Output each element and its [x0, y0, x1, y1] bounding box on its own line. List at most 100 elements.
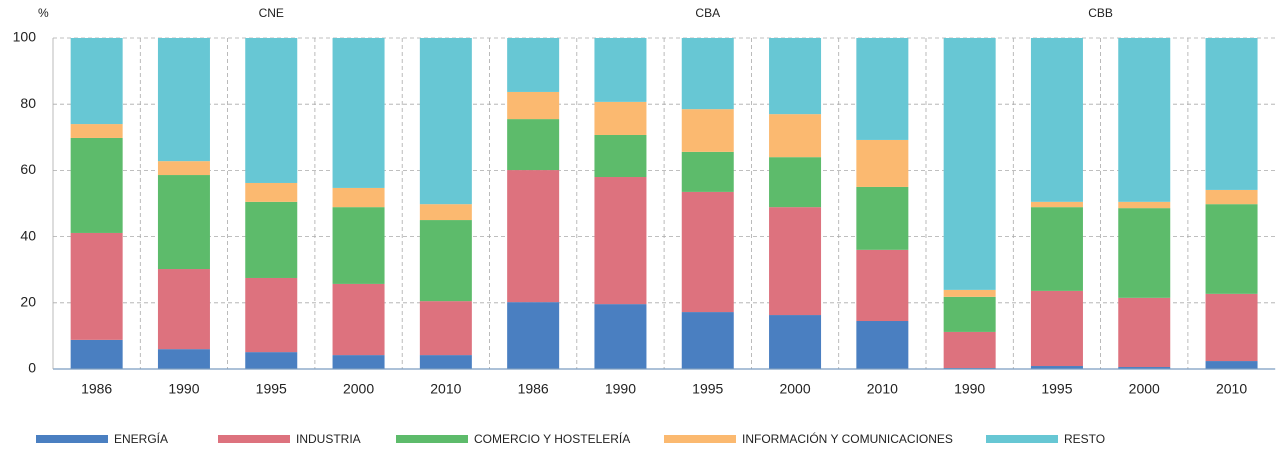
bar-segment — [594, 177, 647, 305]
bar-segment — [419, 38, 472, 205]
legend-label: RESTO — [1064, 432, 1105, 446]
x-tick-label: 1995 — [1041, 381, 1072, 397]
bar-segment — [1205, 204, 1258, 294]
bar-segment — [856, 249, 909, 322]
x-tick-label: 2010 — [430, 381, 461, 397]
bar-segment — [1205, 293, 1258, 362]
y-tick-label: 60 — [20, 161, 36, 177]
group-label: CBB — [1088, 6, 1113, 20]
x-tick-label: 1986 — [81, 381, 112, 397]
bar-segment — [943, 289, 996, 297]
bar-segment — [419, 204, 472, 221]
bar-segment — [507, 119, 560, 171]
x-tick-label: 1990 — [168, 381, 199, 397]
bar-segment — [507, 91, 560, 120]
bar-segment — [245, 201, 298, 278]
bar-segment — [594, 38, 647, 102]
bar-segment — [332, 38, 385, 188]
bar-segment — [769, 207, 822, 316]
bar-segment — [332, 355, 385, 369]
bar-segment — [157, 161, 210, 176]
x-tick-label: 2010 — [867, 381, 898, 397]
bar-segment — [681, 38, 734, 110]
bar-segment — [1118, 297, 1171, 368]
bar-segment — [70, 339, 123, 369]
bar-segment — [681, 191, 734, 313]
legend-swatch — [986, 435, 1058, 443]
bar-segment — [245, 277, 298, 353]
y-tick-label: 80 — [20, 95, 36, 111]
bar-segment — [594, 304, 647, 369]
x-tick-label: 1986 — [518, 381, 549, 397]
bar-segment — [1030, 290, 1083, 367]
legend-label: INDUSTRIA — [296, 432, 361, 446]
bar-segment — [245, 352, 298, 369]
bar-segment — [332, 207, 385, 284]
bar-segment — [769, 157, 822, 208]
y-tick-label: 20 — [20, 294, 36, 310]
bar-segment — [507, 170, 560, 303]
bar-segment — [1118, 367, 1171, 369]
bar-segment — [769, 38, 822, 115]
bar-segment — [507, 38, 560, 92]
y-tick-label: 0 — [28, 360, 36, 376]
x-tick-label: 1995 — [692, 381, 723, 397]
bar-segment — [1205, 38, 1258, 190]
bar-segment — [332, 283, 385, 356]
y-tick-label: 40 — [20, 227, 36, 243]
bar-segment — [594, 101, 647, 135]
bar-segment — [70, 38, 123, 125]
bar-segment — [943, 296, 996, 332]
bar-segment — [1118, 38, 1171, 202]
bar-segment — [856, 186, 909, 250]
bar-segment — [245, 182, 298, 202]
x-tick-label: 1990 — [605, 381, 636, 397]
bar-segment — [1118, 208, 1171, 298]
bar-segment — [70, 137, 123, 233]
bar-segment — [1030, 38, 1083, 202]
x-tick-label: 2000 — [779, 381, 810, 397]
bar-segment — [681, 312, 734, 369]
bar-segment — [1205, 361, 1258, 369]
bar-segment — [332, 187, 385, 208]
bar-segment — [70, 124, 123, 138]
bar-segment — [507, 302, 560, 369]
bar-segment — [70, 232, 123, 340]
bar-segment — [1118, 201, 1171, 209]
x-tick-label: 2000 — [343, 381, 374, 397]
bar-segment — [1205, 189, 1258, 205]
bar-segment — [943, 331, 996, 369]
legend-label: INFORMACIÓN Y COMUNICACIONES — [742, 431, 953, 446]
group-label: CBA — [695, 6, 720, 20]
legend-swatch — [218, 435, 290, 443]
bar-segment — [419, 220, 472, 302]
bar-segment — [769, 315, 822, 369]
x-tick-label: 2010 — [1216, 381, 1247, 397]
legend-swatch — [36, 435, 108, 443]
legend-swatch — [396, 435, 468, 443]
y-tick-label: 100 — [13, 29, 37, 45]
legend-swatch — [664, 435, 736, 443]
legend-label: ENERGÍA — [114, 431, 168, 446]
bar-segment — [157, 269, 210, 350]
bar-segment — [1030, 207, 1083, 291]
bar-segment — [769, 114, 822, 158]
bar-segment — [856, 139, 909, 187]
bar-segment — [157, 38, 210, 162]
bar-segment — [856, 38, 909, 140]
bar-segment — [681, 109, 734, 152]
bar-segment — [157, 349, 210, 369]
x-tick-label: 1990 — [954, 381, 985, 397]
bar-segment — [419, 355, 472, 369]
bar-segment — [1030, 366, 1083, 369]
group-label: CNE — [259, 6, 284, 20]
bar-segment — [594, 134, 647, 178]
bar-segment — [1030, 201, 1083, 208]
bar-segment — [681, 151, 734, 192]
bar-segment — [943, 38, 996, 290]
y-axis-label: % — [38, 6, 49, 20]
x-tick-label: 1995 — [256, 381, 287, 397]
legend-label: COMERCIO Y HOSTELERÍA — [474, 431, 630, 446]
x-tick-label: 2000 — [1129, 381, 1160, 397]
